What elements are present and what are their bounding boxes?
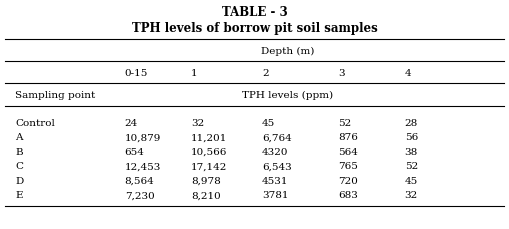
Text: 876: 876 [338,133,358,142]
Text: 38: 38 [405,147,418,156]
Text: Depth (m): Depth (m) [261,47,314,56]
Text: 564: 564 [338,147,358,156]
Text: 11,201: 11,201 [191,133,227,142]
Text: 2: 2 [262,69,269,78]
Text: 720: 720 [338,176,358,185]
Text: 45: 45 [262,118,275,128]
Text: 17,142: 17,142 [191,162,227,171]
Text: 654: 654 [125,147,145,156]
Text: 32: 32 [191,118,204,128]
Text: 28: 28 [405,118,418,128]
Text: 3781: 3781 [262,191,289,200]
Text: 12,453: 12,453 [125,162,161,171]
Text: 8,978: 8,978 [191,176,220,185]
Text: TPH levels (ppm): TPH levels (ppm) [242,91,333,100]
Text: E: E [15,191,23,200]
Text: B: B [15,147,23,156]
Text: 7,230: 7,230 [125,191,154,200]
Text: 6,764: 6,764 [262,133,292,142]
Text: D: D [15,176,23,185]
Text: 4320: 4320 [262,147,289,156]
Text: C: C [15,162,23,171]
Text: A: A [15,133,23,142]
Text: 4531: 4531 [262,176,289,185]
Text: 683: 683 [338,191,358,200]
Text: TPH levels of borrow pit soil samples: TPH levels of borrow pit soil samples [132,22,377,35]
Text: 6,543: 6,543 [262,162,292,171]
Text: 32: 32 [405,191,418,200]
Text: TABLE - 3: TABLE - 3 [221,6,288,19]
Text: 3: 3 [338,69,345,78]
Text: 8,210: 8,210 [191,191,220,200]
Text: 56: 56 [405,133,418,142]
Text: 1: 1 [191,69,197,78]
Text: 0-15: 0-15 [125,69,148,78]
Text: 45: 45 [405,176,418,185]
Text: Sampling point: Sampling point [15,91,96,100]
Text: 52: 52 [338,118,352,128]
Text: 10,879: 10,879 [125,133,161,142]
Text: 8,564: 8,564 [125,176,154,185]
Text: 10,566: 10,566 [191,147,227,156]
Text: 24: 24 [125,118,138,128]
Text: 4: 4 [405,69,411,78]
Text: 765: 765 [338,162,358,171]
Text: Control: Control [15,118,55,128]
Text: 52: 52 [405,162,418,171]
